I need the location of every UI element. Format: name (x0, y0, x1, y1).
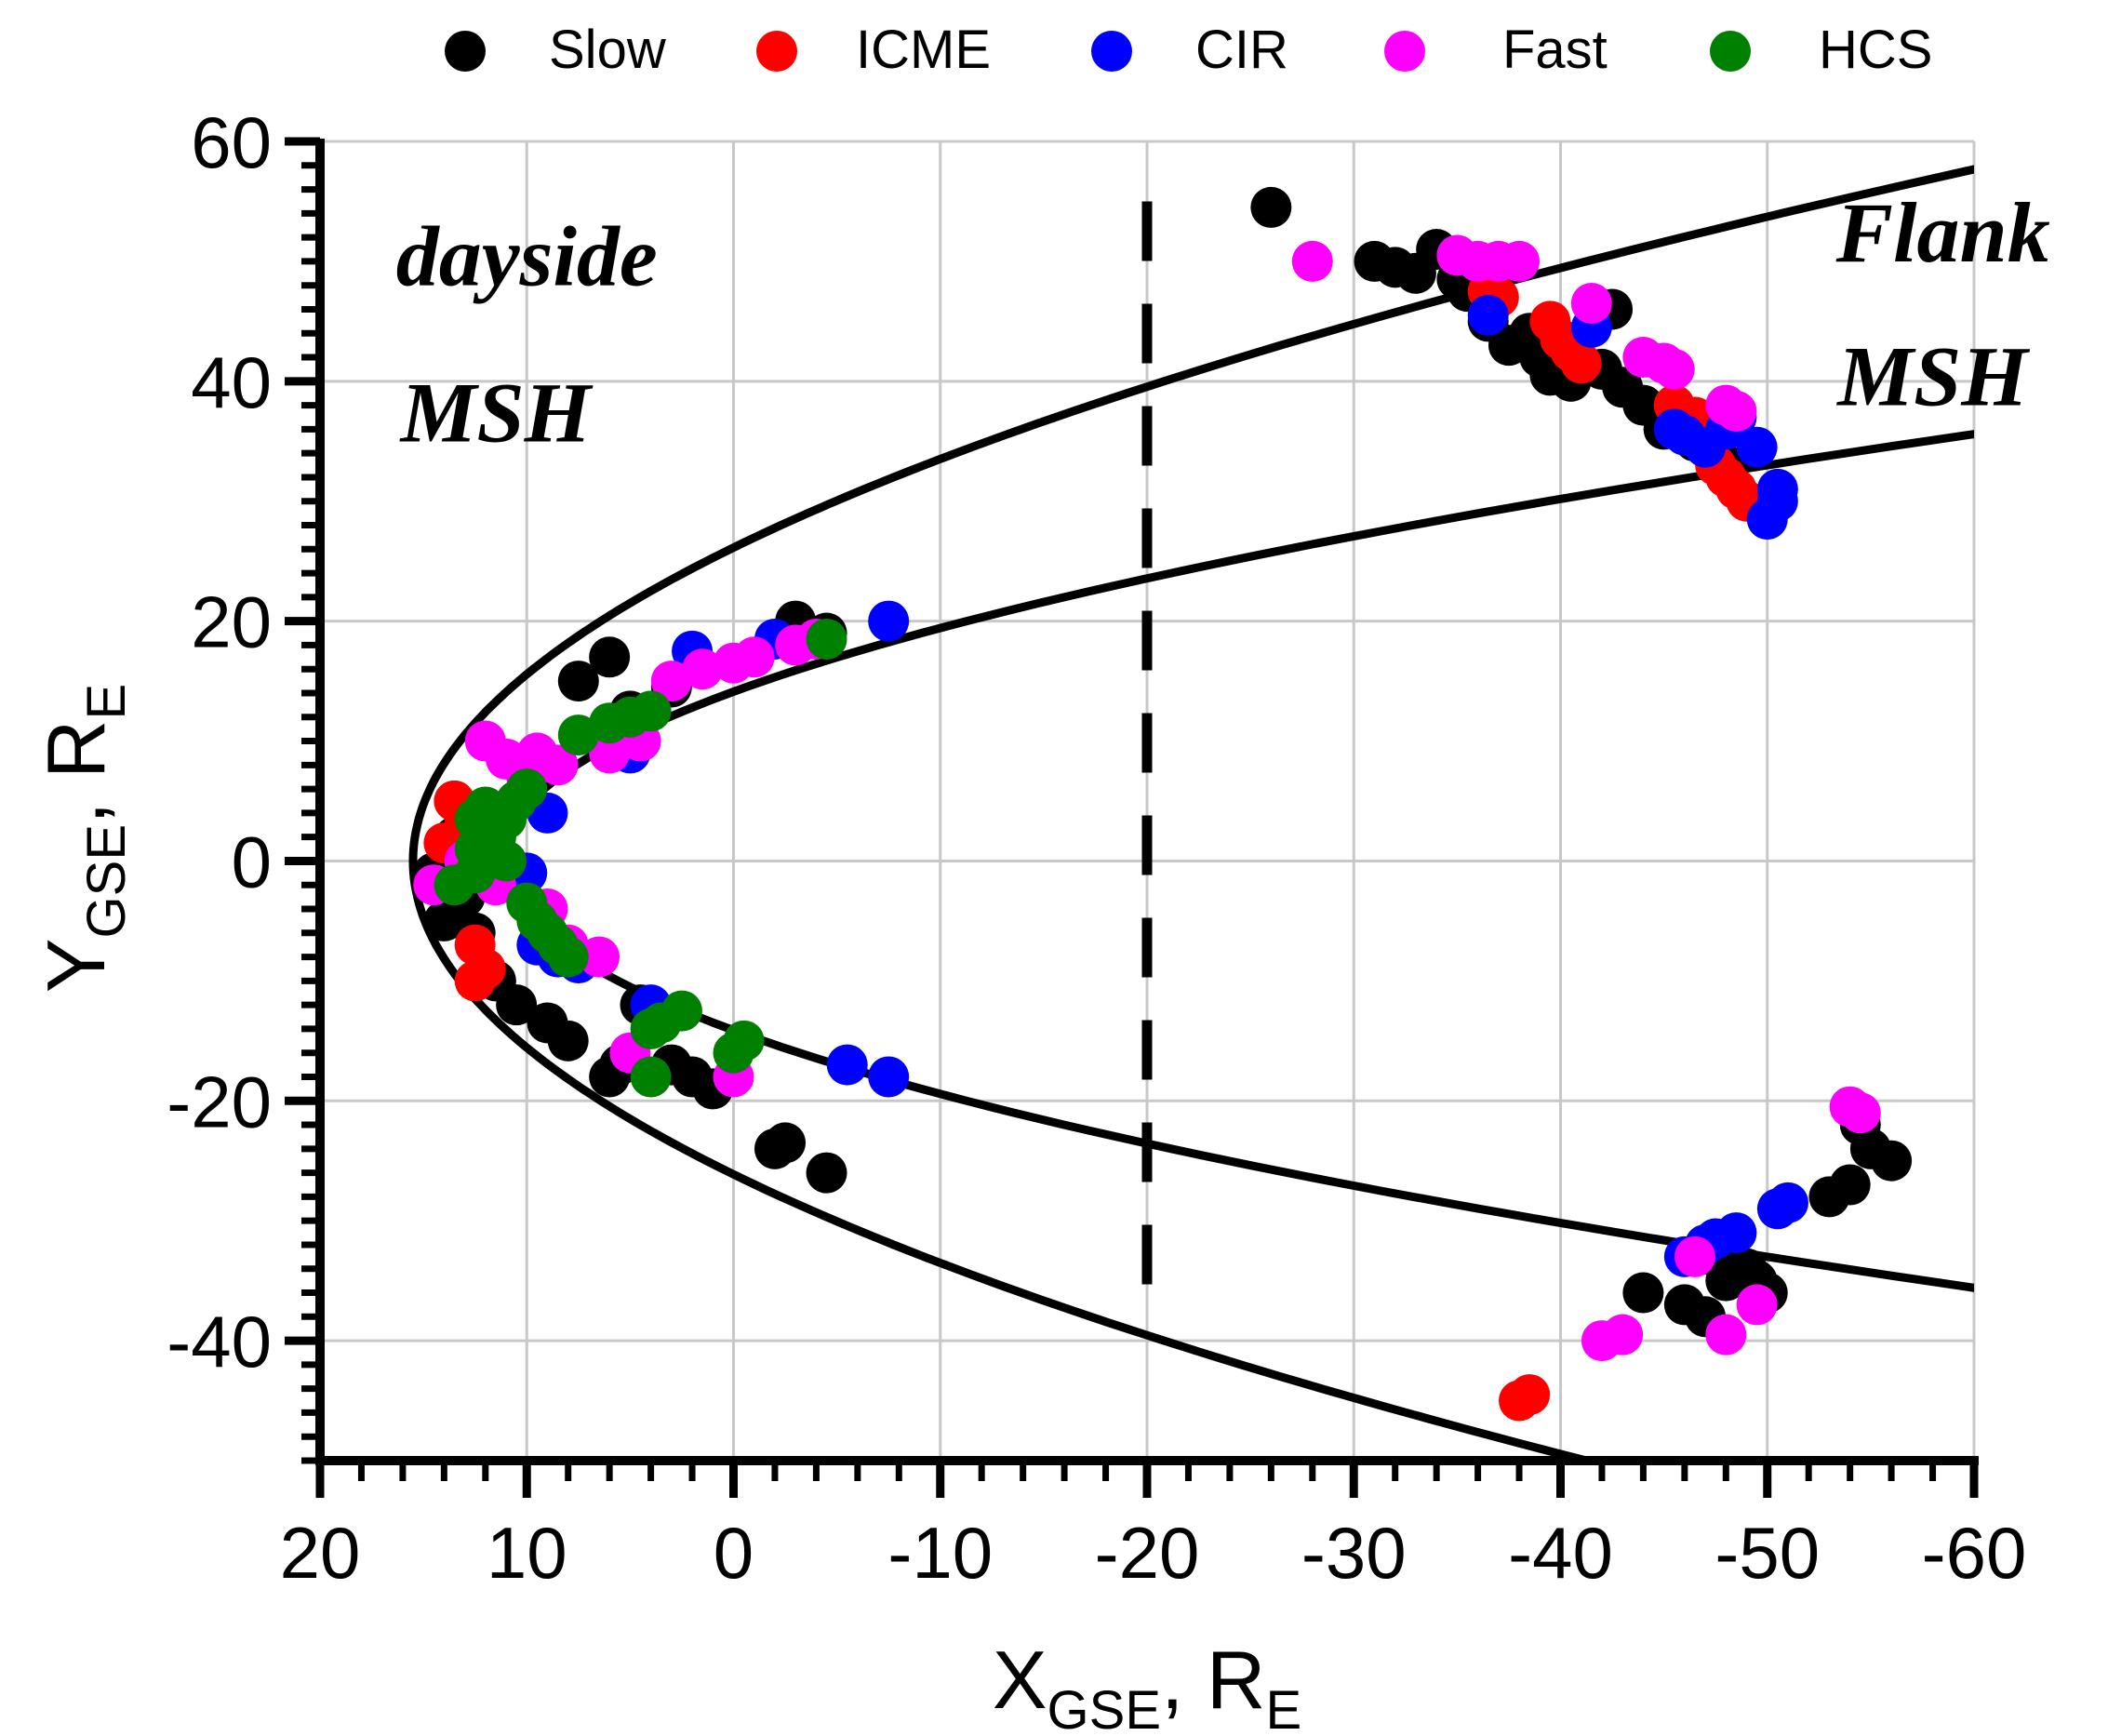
x-tick-label: 20 (280, 1512, 361, 1594)
legend-marker-hcs (1710, 31, 1751, 72)
slow-point (1622, 1272, 1664, 1314)
y-tick-label: 20 (191, 581, 272, 663)
hcs-point (506, 768, 548, 810)
slow-point (496, 984, 538, 1026)
x-tick-label: -20 (1095, 1512, 1200, 1594)
fast-point (1736, 1284, 1778, 1326)
x-axis-title: XGSE, RE (993, 1634, 1301, 1736)
fast-point (1674, 1235, 1715, 1277)
cir-point (868, 1056, 910, 1098)
cir-point (1756, 480, 1798, 522)
data-points (413, 186, 1913, 1422)
x-axis-title-main: X (993, 1634, 1047, 1726)
x-axis-title-unit: R (1207, 1634, 1266, 1726)
fast-point (1570, 283, 1612, 325)
fast-point (1705, 1314, 1747, 1355)
x-axis-title-sub: GSE (1047, 1680, 1162, 1736)
hcs-point (486, 840, 527, 882)
y-axis-title: YGSE, RE (30, 684, 137, 993)
hcs-point (630, 1056, 672, 1098)
hcs-point (660, 990, 702, 1032)
legend-marker-slow (445, 31, 486, 72)
legend-marker-icme (756, 31, 797, 72)
fast-point (1499, 240, 1541, 282)
fast-point (1291, 240, 1333, 282)
cir-point (1715, 1212, 1757, 1254)
y-tick-label: 0 (232, 821, 272, 902)
hcs-point (723, 1020, 765, 1062)
y-axis-title-sep: , (30, 779, 122, 824)
slow-point (1663, 1284, 1705, 1326)
x-axis-title-sep: , (1161, 1634, 1207, 1726)
y-axis-title-main: Y (30, 938, 122, 993)
x-tick-label: -50 (1714, 1512, 1820, 1594)
x-tick-label: -30 (1301, 1512, 1407, 1594)
fast-point (1602, 1314, 1644, 1355)
cir-point (826, 1044, 868, 1086)
legend-marker-fast (1384, 31, 1425, 72)
slow-point (1871, 1140, 1913, 1182)
hcs-point (557, 714, 599, 756)
y-axis-title-unit-sub: E (76, 684, 137, 720)
legend-marker-cir (1091, 31, 1132, 72)
legend-label-slow: Slow (549, 20, 667, 80)
annotation-msh: MSH (399, 365, 594, 460)
legend-label-hcs: HCS (1819, 20, 1932, 80)
annotation-dayside: dayside (396, 209, 658, 304)
y-tick-label: 60 (191, 101, 272, 183)
fast-point (733, 636, 775, 678)
legend-label-cir: CIR (1195, 20, 1288, 80)
slow-point (1829, 1164, 1871, 1206)
legend-label-icme: ICME (856, 20, 991, 80)
hcs-point (630, 690, 672, 732)
fast-point (1653, 348, 1695, 390)
y-axis-title-sub: GSE (76, 824, 137, 939)
slow-point (589, 636, 631, 678)
hcs-point (547, 936, 589, 978)
fast-point (1715, 391, 1757, 433)
legend-label-fast: Fast (1502, 20, 1608, 80)
fast-point (1839, 1092, 1881, 1134)
fast-point (579, 936, 620, 978)
x-tick-label: -10 (887, 1512, 993, 1594)
slow-point (557, 661, 599, 702)
fast-point (537, 744, 579, 786)
cir-point (1736, 426, 1778, 468)
cir-point (1467, 294, 1509, 336)
axes: -40 -20 0 20 40 60 20 10 0 -10 -20 -30 -40 -50 -60 (167, 101, 2026, 1594)
hcs-point (454, 852, 496, 894)
hcs-point (806, 618, 847, 660)
cir-point (868, 600, 910, 642)
y-tick-label: 40 (191, 341, 272, 423)
y-axis-title-unit: R (30, 720, 122, 780)
x-tick-label: 10 (487, 1512, 567, 1594)
icme-point (454, 960, 496, 1002)
fast-point (589, 732, 631, 774)
y-tick-label: -20 (167, 1061, 272, 1142)
x-axis-title-unit-sub: E (1265, 1680, 1301, 1736)
legend: Slow ICME CIR Fast HCS (445, 20, 1932, 80)
y-tick-label: -40 (167, 1301, 272, 1382)
slow-point (1250, 186, 1292, 228)
slow-point (765, 1122, 807, 1164)
x-tick-label: 0 (714, 1512, 754, 1594)
icme-point (1509, 1374, 1551, 1416)
slow-point (547, 1020, 589, 1062)
annotation-flank: Flank (1835, 185, 2050, 280)
cir-point (1756, 1188, 1798, 1230)
fast-point (682, 648, 724, 690)
icme-point (1560, 342, 1602, 384)
slow-point (806, 1152, 847, 1194)
annotation-msh: MSH (1835, 329, 2030, 424)
x-tick-label: -60 (1922, 1512, 2027, 1594)
fast-point (650, 661, 692, 702)
x-tick-label: -40 (1508, 1512, 1613, 1594)
